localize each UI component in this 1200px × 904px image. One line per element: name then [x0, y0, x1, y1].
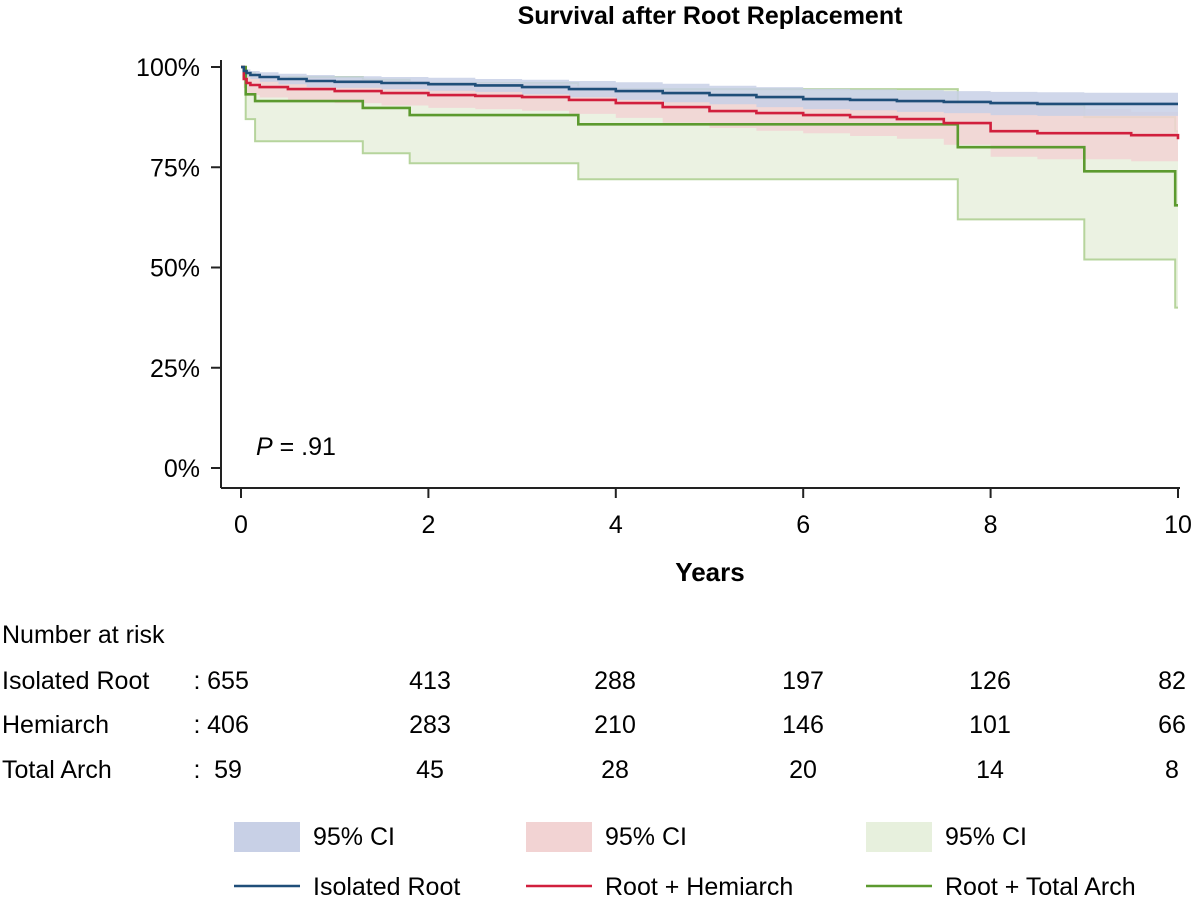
- y-tick-label: 50%: [150, 255, 200, 283]
- risk-table: Isolated Root:655 413 288 197 126 82Hemiarch:…: [2, 667, 1186, 784]
- risk-cell: 66: [1158, 711, 1186, 739]
- x-tick-label: 2: [421, 511, 435, 539]
- ci-bands: [241, 66, 1178, 309]
- risk-cell: 59: [214, 756, 242, 784]
- legend-ci-swatch-isolated-root: [234, 822, 300, 852]
- risk-row-label: Total Arch: [2, 756, 112, 784]
- risk-table-heading: Number at risk: [2, 621, 165, 649]
- risk-cell: 45: [416, 756, 444, 784]
- x-tick-label: 10: [1164, 511, 1192, 539]
- survival-lines: [241, 65, 1180, 207]
- risk-cell: 8: [1165, 756, 1179, 784]
- ci-band-isolated-root: [241, 67, 1178, 116]
- risk-cell: 283: [409, 711, 451, 739]
- risk-row-separator: :: [194, 756, 201, 784]
- legend-series-label: Isolated Root: [313, 873, 460, 901]
- risk-row-label: Isolated Root: [2, 667, 149, 695]
- risk-row-hemiarch: Hemiarch:406 283 210 146 101 66: [2, 711, 1186, 739]
- legend-series-label: Root + Hemiarch: [605, 873, 793, 901]
- risk-cell: 406: [207, 711, 249, 739]
- x-tick-label: 0: [234, 511, 248, 539]
- risk-row-separator: :: [194, 711, 201, 739]
- risk-cell: 14: [976, 756, 1004, 784]
- x-tick-label: 6: [796, 511, 810, 539]
- risk-row-total-arch: Total Arch:59 45 28 20 14 8: [2, 756, 1179, 784]
- x-axis-label: Years: [675, 557, 744, 587]
- series-line-root-total-arch: [241, 65, 1178, 207]
- y-tick-label: 0%: [164, 455, 200, 483]
- ci-band-root-hemiarch: [241, 67, 1178, 166]
- risk-cell: 82: [1158, 667, 1186, 695]
- legend: 95% CI Isolated Root 95% CI Root + Hemiarch…: [234, 822, 1136, 901]
- series-line-isolated-root: [241, 65, 1178, 106]
- risk-cell: 197: [782, 667, 824, 695]
- risk-row-isolated-root: Isolated Root:655 413 288 197 126 82: [2, 667, 1186, 695]
- risk-cell: 146: [782, 711, 824, 739]
- legend-ci-label: 95% CI: [313, 823, 395, 851]
- y-axis-ticks: 0% 25% 50% 75% 100%: [136, 54, 221, 483]
- p-value-annotation: P = .91: [256, 433, 336, 461]
- p-value-text: = .91: [273, 433, 336, 461]
- ci-lower-root-total-arch: [241, 66, 1178, 309]
- chart-title: Survival after Root Replacement: [518, 2, 904, 30]
- legend-ci-swatch-root-total-arch: [866, 822, 932, 852]
- legend-ci-swatch-root-hemiarch: [526, 822, 592, 852]
- x-tick-label: 4: [609, 511, 623, 539]
- risk-cell: 655: [207, 667, 249, 695]
- risk-cell: 210: [594, 711, 636, 739]
- x-tick-label: 8: [984, 511, 998, 539]
- risk-row-label: Hemiarch: [2, 711, 109, 739]
- risk-cell: 28: [601, 756, 629, 784]
- risk-cell: 101: [969, 711, 1011, 739]
- risk-cell: 288: [594, 667, 636, 695]
- y-tick-label: 25%: [150, 355, 200, 383]
- x-axis-ticks: 0 2 4 6 8 10: [234, 488, 1192, 539]
- y-tick-label: 100%: [136, 54, 200, 82]
- legend-ci-label: 95% CI: [605, 823, 687, 851]
- legend-ci-label: 95% CI: [945, 823, 1027, 851]
- legend-series-label: Root + Total Arch: [945, 873, 1136, 901]
- series-line-root-hemiarch: [241, 65, 1180, 140]
- risk-cell: 126: [969, 667, 1011, 695]
- y-tick-label: 75%: [150, 154, 200, 182]
- risk-cell: 413: [409, 667, 451, 695]
- risk-row-separator: :: [194, 667, 201, 695]
- risk-cell: 20: [789, 756, 817, 784]
- p-value-label: P: [256, 433, 273, 461]
